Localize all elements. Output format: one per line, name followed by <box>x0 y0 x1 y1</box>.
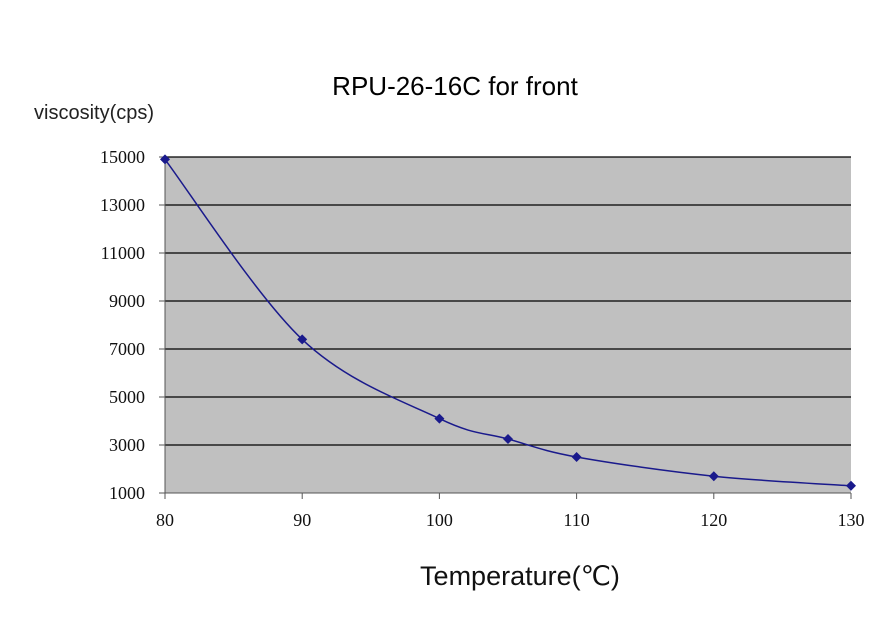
data-point <box>846 480 856 491</box>
x-axis-label: Temperature(℃) <box>420 561 620 591</box>
y-tick-label: 15000 <box>100 147 145 167</box>
y-tick-label: 7000 <box>109 339 145 359</box>
y-tick-label: 11000 <box>101 243 145 263</box>
gridlines <box>159 156 852 499</box>
y-tick-label: 5000 <box>109 387 145 407</box>
y-axis-label: viscosity(cps) <box>34 102 154 124</box>
series-markers <box>160 154 856 491</box>
x-tick-label: 90 <box>293 510 311 530</box>
chart-title: RPU-26-16C for front <box>332 71 578 101</box>
data-point <box>160 154 170 165</box>
data-point <box>571 452 582 462</box>
x-tick-label: 110 <box>563 510 589 530</box>
x-tick-label: 120 <box>700 510 727 530</box>
x-tick-label: 130 <box>838 510 865 530</box>
data-point <box>297 334 308 345</box>
x-tick-label: 80 <box>156 510 174 530</box>
x-tick-label: 100 <box>426 510 453 530</box>
y-tick-label: 9000 <box>109 291 145 311</box>
y-tick-labels: 1000 3000 5000 7000 9000 11000 13000 15000 <box>100 147 145 503</box>
data-point <box>434 413 445 424</box>
data-point <box>708 471 719 482</box>
y-tick-label: 3000 <box>109 435 145 455</box>
data-point <box>503 434 513 444</box>
x-tick-labels: 80 90 100 110 120 130 <box>156 510 865 530</box>
y-tick-label: 1000 <box>109 483 145 503</box>
y-tick-label: 13000 <box>100 195 145 215</box>
